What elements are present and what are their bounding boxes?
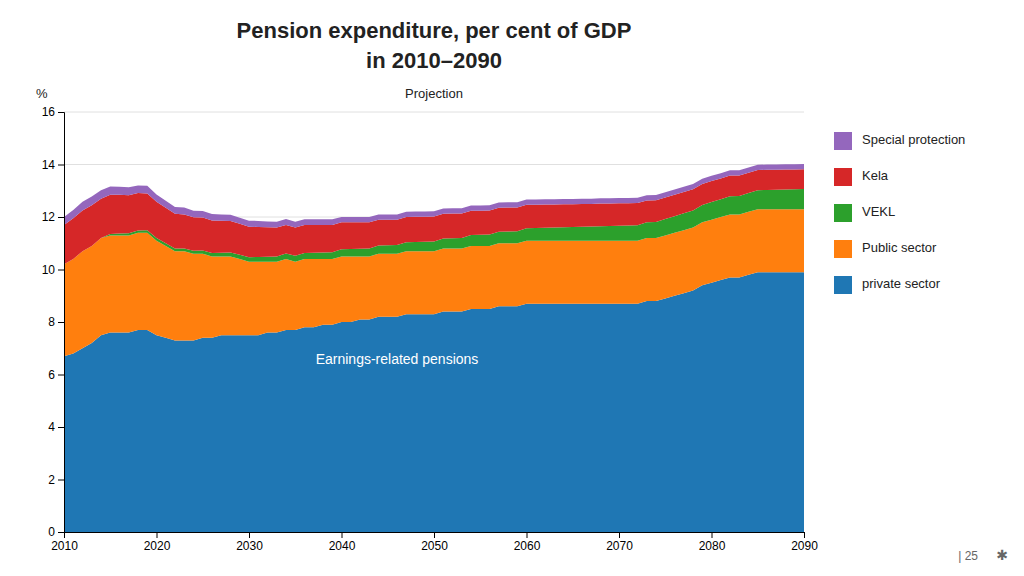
tick-mark — [58, 480, 64, 481]
tick: 0 — [48, 525, 64, 539]
icon: ✱ — [996, 547, 1008, 563]
legend-label: Public sector — [862, 240, 937, 255]
tick-label: 10 — [42, 263, 56, 277]
tick-mark — [58, 532, 64, 533]
axis-title: % — [36, 86, 48, 101]
tick-label: 2030 — [236, 539, 263, 553]
tick-mark — [434, 532, 435, 538]
tick: 2030 — [236, 532, 263, 553]
tick: 16 — [42, 105, 64, 119]
tick: 2060 — [514, 532, 541, 553]
tick-label: 2010 — [51, 539, 78, 553]
legend-item: Kela — [834, 168, 889, 186]
tick-label: 16 — [42, 105, 56, 119]
legend: Special protection Kela VEKL Public sector p… — [834, 132, 965, 294]
y-axis: 0 2 4 6 8 10 12 14 16 — [42, 105, 65, 539]
tick-label: 14 — [42, 158, 56, 172]
area-series — [64, 169, 804, 264]
legend-label: Kela — [862, 168, 889, 183]
chart: Pension expenditure, per cent of GDP in 2… — [0, 0, 1024, 576]
areas — [64, 164, 804, 532]
legend-label: private sector — [862, 276, 941, 291]
tick: 2020 — [144, 532, 171, 553]
annotation: Earnings-related pensions — [316, 351, 479, 367]
tick-label: 4 — [48, 420, 55, 434]
legend-label: VEKL — [862, 204, 895, 219]
tick: 14 — [42, 158, 64, 172]
legend-swatch — [834, 168, 852, 186]
tick: 2040 — [329, 532, 356, 553]
tick: 2080 — [699, 532, 726, 553]
legend-swatch — [834, 204, 852, 222]
axis-line — [58, 113, 65, 533]
legend-item: Public sector — [834, 240, 937, 258]
tick-mark — [58, 112, 64, 113]
tick-label: 2020 — [144, 539, 171, 553]
annotation: Projection — [405, 86, 463, 101]
legend-label: Special protection — [862, 132, 965, 147]
legend-item: private sector — [834, 276, 941, 294]
title: Pension expenditure, per cent of GDP — [237, 18, 632, 43]
tick: 2010 — [51, 532, 78, 553]
page-number: | 25 — [958, 549, 978, 563]
tick: 2 — [48, 473, 64, 487]
tick-mark — [58, 375, 64, 376]
tick-mark — [249, 532, 250, 538]
tick: 6 — [48, 368, 64, 382]
tick-mark — [58, 270, 64, 271]
x-axis: 2010 2020 2030 2040 2050 2060 2070 2080 2090 — [51, 532, 818, 553]
tick: 2050 — [421, 532, 448, 553]
tick-label: 2040 — [329, 539, 356, 553]
tick-label: 8 — [48, 315, 55, 329]
plot: 2010 2020 2030 2040 2050 2060 2070 2080 2090 0 2 4 6… — [36, 86, 818, 553]
tick: 12 — [42, 210, 64, 224]
tick-label: 2090 — [791, 539, 818, 553]
grid — [64, 112, 804, 532]
tick-mark — [58, 322, 64, 323]
grid-line — [64, 112, 804, 113]
tick-label: 2080 — [699, 539, 726, 553]
tick-label: 0 — [48, 525, 55, 539]
tick: 8 — [48, 315, 64, 329]
legend-item: VEKL — [834, 204, 895, 222]
tick-mark — [712, 532, 713, 538]
legend-swatch — [834, 276, 852, 294]
area-series — [64, 164, 804, 228]
tick: 4 — [48, 420, 64, 434]
tick-mark — [527, 532, 528, 538]
tick-mark — [804, 532, 805, 538]
tick-label: 2050 — [421, 539, 448, 553]
subtitle: in 2010–2090 — [366, 48, 502, 73]
tick-mark — [58, 217, 64, 218]
tick: 2090 — [791, 532, 818, 553]
grid-line — [64, 164, 804, 165]
tick-mark — [342, 532, 343, 538]
tick-label: 2070 — [606, 539, 633, 553]
tick-mark — [58, 427, 64, 428]
tick-label: 2 — [48, 473, 55, 487]
tick: 2070 — [606, 532, 633, 553]
axis-line — [65, 533, 805, 539]
legend-swatch — [834, 240, 852, 258]
tick-label: 6 — [48, 368, 55, 382]
legend-item: Special protection — [834, 132, 965, 150]
tick: 10 — [42, 263, 64, 277]
tick-mark — [58, 165, 64, 166]
tick-mark — [157, 532, 158, 538]
tick-mark — [619, 532, 620, 538]
legend-swatch — [834, 132, 852, 150]
tick-label: 12 — [42, 210, 56, 224]
tick-label: 2060 — [514, 539, 541, 553]
